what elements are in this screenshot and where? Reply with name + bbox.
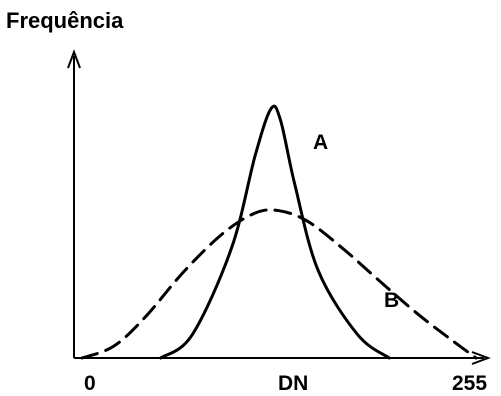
y-axis-label: Frequência bbox=[6, 8, 124, 33]
series-layer bbox=[80, 104, 478, 360]
x-tick-label-255: 255 bbox=[452, 372, 488, 395]
series-label-b: B bbox=[384, 289, 400, 312]
x-axis-arrow bbox=[471, 351, 491, 365]
series-line-a bbox=[159, 104, 391, 360]
series-line-b bbox=[80, 208, 478, 360]
y-axis-arrow bbox=[67, 49, 81, 69]
x-tick-label-0: 0 bbox=[84, 372, 96, 395]
series-label-a: A bbox=[313, 131, 329, 154]
x-axis-label: DN bbox=[278, 372, 309, 395]
